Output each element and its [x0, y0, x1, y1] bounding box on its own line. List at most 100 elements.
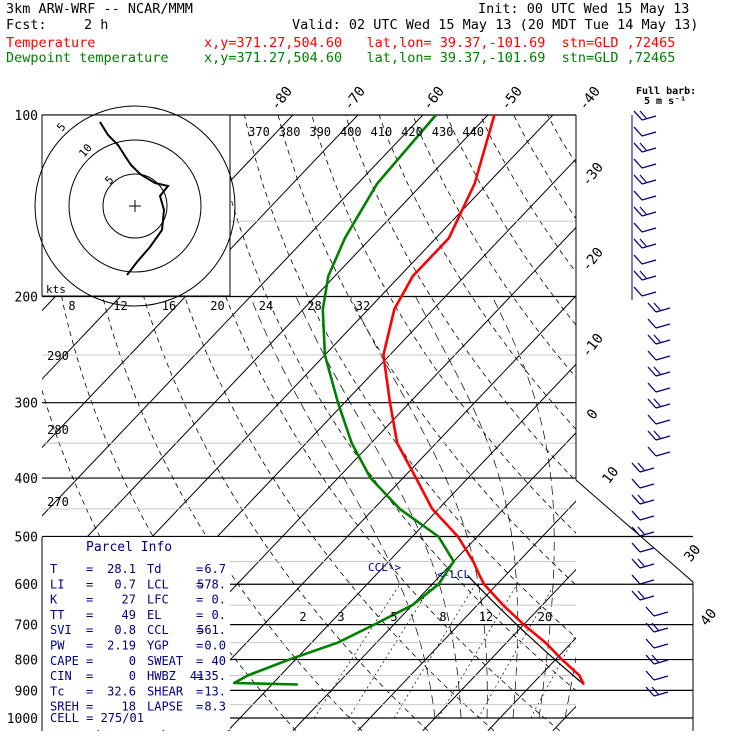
wind-barb-flag — [645, 686, 655, 697]
hodograph-trace — [99, 121, 170, 276]
wind-barb-shaft — [655, 307, 671, 313]
wind-barb-flag — [637, 558, 646, 568]
hodograph-speed-label: 32 — [356, 299, 370, 313]
wind-barb — [647, 334, 671, 345]
parcel-param-value: 8.3 — [204, 700, 226, 714]
parcel-param-value: 28.1 — [107, 562, 136, 576]
parcel-equals: = — [196, 639, 203, 653]
theta-e-label: 380 — [279, 125, 301, 139]
wind-barb — [633, 158, 657, 169]
wind-barb-shaft — [655, 451, 671, 457]
isotherm-label: -80 — [268, 84, 296, 114]
forecast-value: 2 h — [84, 17, 109, 33]
wind-barb-flag — [637, 494, 646, 504]
moist-adiabat-line — [349, 296, 488, 719]
parcel-cell: CELL = 275/01 — [50, 711, 144, 725]
parcel-param-value: 40 — [212, 654, 226, 668]
pressure-tick-label: 700 — [15, 619, 38, 634]
isotherm-line — [487, 637, 576, 731]
parcel-equals: = — [196, 654, 203, 668]
model-title: 3km ARW-WRF -- NCAR/MMM — [6, 1, 193, 17]
temperature-line — [382, 114, 585, 686]
isotherm-line — [292, 432, 576, 731]
temperature-legend: Temperature — [6, 35, 96, 51]
dry-adiabat-line — [412, 115, 576, 378]
wind-barb — [647, 398, 671, 409]
parcel-param-name: CIN — [50, 669, 72, 683]
wind-barb-flag — [645, 622, 655, 633]
parcel-equals: = — [196, 577, 203, 591]
wind-barb — [631, 590, 655, 601]
ccl-marker: CCL-> — [368, 561, 401, 574]
parcel-param-value: 13. — [204, 684, 226, 698]
parcel-param-value: 561. — [197, 623, 226, 637]
wind-barbs: Full barb:5 m s⁻¹ — [631, 86, 696, 697]
hodograph-speed-label: 20 — [210, 299, 224, 313]
wind-barb-flag — [639, 206, 648, 216]
valid-time: Valid: 02 UTC Wed 15 May 13 (20 MDT Tue … — [292, 17, 699, 33]
pressure-tick-label: 800 — [15, 654, 38, 669]
wind-barb-flag — [647, 366, 657, 377]
lcl-marker: <-LCL — [437, 568, 470, 581]
parcel-param-name: CCL — [147, 623, 169, 637]
wind-barb-shaft — [641, 163, 657, 169]
wind-barb-flag — [645, 638, 655, 649]
dry-adiabat-line — [176, 115, 561, 731]
isotherm-label: 40 — [697, 606, 720, 629]
wind-barb-shaft — [653, 643, 669, 649]
dry-adiabat-line — [663, 87, 740, 730]
wind-barb-shaft — [639, 499, 655, 505]
wind-barb — [645, 686, 669, 697]
wind-barb-shaft — [641, 259, 657, 265]
parcel-equals: = — [196, 623, 203, 637]
wind-barb-flag — [633, 158, 643, 169]
wind-barb — [633, 126, 657, 137]
wind-barb-flag — [645, 654, 655, 665]
isotherm-line — [42, 115, 424, 517]
wind-barb-flag — [639, 270, 648, 280]
wind-barb — [647, 446, 671, 457]
wind-barb-flag — [653, 334, 662, 344]
wind-barb — [633, 254, 657, 265]
wind-barb-flag — [639, 174, 648, 184]
isotherm-label: -50 — [498, 84, 526, 114]
wind-barb-shaft — [641, 147, 657, 153]
wind-barb-shaft — [653, 627, 669, 633]
parcel-equals: = — [196, 669, 203, 683]
dry-adiabat-line — [630, 87, 740, 730]
wind-barb-shaft — [639, 467, 655, 473]
wind-barb — [631, 478, 655, 489]
wind-barb-flag — [639, 110, 648, 120]
wind-barb-flag — [633, 142, 643, 153]
wind-barb-flag — [647, 334, 657, 345]
wind-barb-flag — [651, 686, 660, 696]
mixing-ratio-label: 5 — [390, 610, 397, 624]
parcel-equals: = — [196, 684, 203, 698]
header: 3km ARW-WRF -- NCAR/MMM Init: 00 UTC Wed… — [0, 0, 740, 70]
theta-e-label: 440 — [462, 125, 484, 139]
wind-barb-shaft — [639, 515, 655, 521]
wind-barb — [631, 542, 655, 553]
wind-barb-flag — [651, 654, 660, 664]
wind-barb — [631, 510, 655, 521]
parcel-param-name: TT — [50, 608, 64, 622]
wind-barb — [633, 206, 657, 217]
mixing-ratio-line — [437, 584, 518, 719]
parcel-equals: = — [86, 700, 93, 714]
parcel-param-value: 0 — [129, 669, 136, 683]
wind-barb — [647, 350, 671, 361]
pressure-tick-label: 100 — [15, 109, 38, 124]
wind-barb — [633, 238, 657, 249]
wind-barb-flag — [631, 558, 641, 569]
parcel-param-value: 0.7 — [114, 577, 136, 591]
parcel-equals: = — [86, 669, 93, 683]
parcel-equals: = — [86, 562, 93, 576]
wind-barb-shaft — [655, 419, 671, 425]
theta-e-label: 370 — [248, 125, 270, 139]
wind-barb-shaft — [655, 371, 671, 377]
isotherm-line — [357, 500, 576, 731]
hodograph-ring — [102, 173, 168, 239]
dry-adiabat-line — [210, 115, 576, 691]
wind-barb-flag — [653, 366, 662, 376]
